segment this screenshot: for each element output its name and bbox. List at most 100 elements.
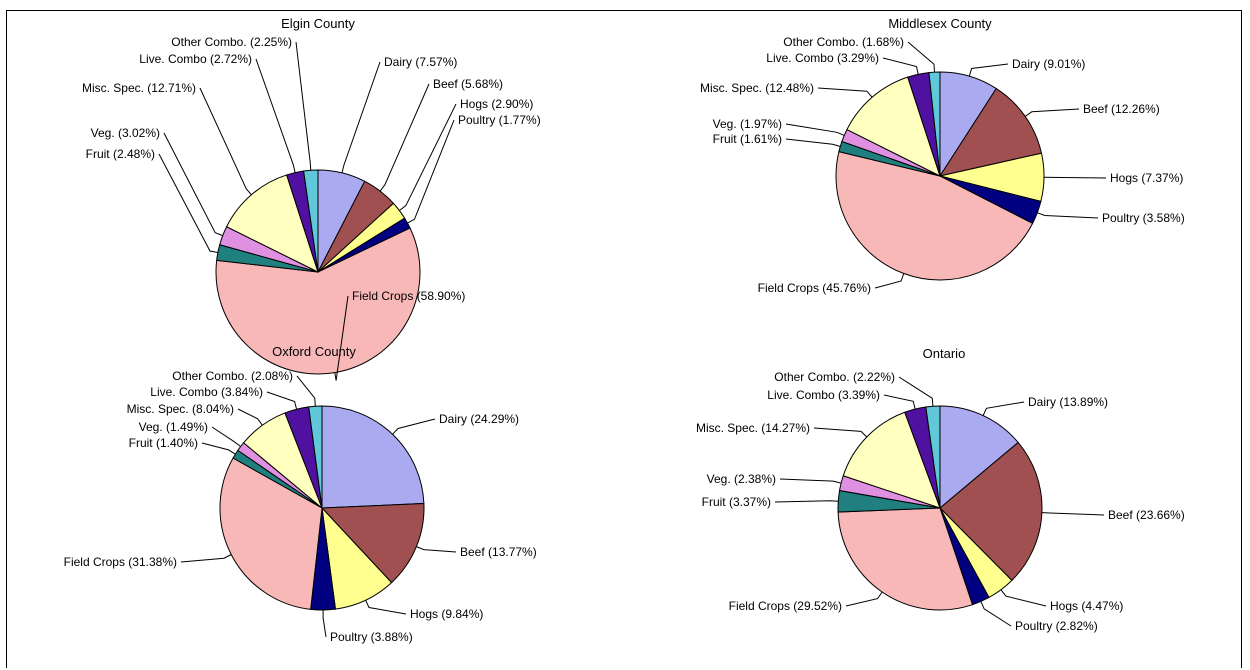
- oxford-county-slice-beef: [320, 502, 425, 584]
- ontario-pie: Ontario Dairy (13.89%) Beef (23.66%) Hogs (…: [696, 346, 1185, 633]
- ontario-leader-beef: [1041, 512, 1105, 516]
- middlesex-county-leader-fruit: [785, 138, 841, 147]
- middlesex-county-label-dairy: Dairy (9.01%): [1012, 57, 1085, 71]
- oxford-county-label-misc-spec: Misc. Spec. (8.04%): [127, 402, 234, 416]
- ontario-label-other-combo: Other Combo. (2.22%): [774, 370, 895, 384]
- ontario-slice-other-combo: [925, 405, 941, 509]
- oxford-county-slice-dairy: [321, 405, 425, 509]
- oxford-county-leader-field-crops: [180, 554, 232, 563]
- oxford-county-label-beef: Beef (13.77%): [460, 545, 537, 559]
- elgin-county-leader-live-combo: [255, 58, 296, 173]
- middlesex-county-label-beef: Beef (12.26%): [1083, 102, 1160, 116]
- elgin-county-leader-beef: [379, 83, 430, 192]
- elgin-county-leader-poultry: [407, 119, 455, 224]
- ontario-label-poultry: Poultry (2.82%): [1015, 619, 1098, 633]
- elgin-county-leader-field-crops: [334, 295, 349, 381]
- ontario-leader-misc-spec: [813, 427, 868, 438]
- middlesex-county-leader-hogs: [1043, 176, 1107, 179]
- elgin-county-label-poultry: Poultry (1.77%): [458, 113, 541, 127]
- oxford-county-label-fruit: Fruit (1.40%): [129, 436, 198, 450]
- oxford-county-title: Oxford County: [272, 344, 356, 359]
- middlesex-county-label-veg: Veg. (1.97%): [713, 117, 782, 131]
- oxford-county-leader-dairy: [392, 418, 436, 435]
- middlesex-county-leader-misc-spec: [817, 87, 873, 98]
- oxford-county-leader-beef: [416, 546, 457, 553]
- elgin-county-leader-other-combo: [295, 41, 312, 171]
- middlesex-county-leader-poultry: [1037, 212, 1099, 219]
- oxford-county-label-veg: Veg. (1.49%): [139, 420, 208, 434]
- elgin-county-label-hogs: Hogs (2.90%): [460, 97, 533, 111]
- ontario-label-live-combo: Live. Combo (3.39%): [767, 388, 880, 402]
- middlesex-county-slice-misc-spec: [846, 76, 941, 177]
- oxford-county-leader-fruit: [201, 442, 236, 455]
- ontario-leader-fruit: [774, 500, 839, 503]
- middlesex-county-label-misc-spec: Misc. Spec. (12.48%): [700, 81, 814, 95]
- elgin-county-label-other-combo: Other Combo. (2.25%): [171, 35, 292, 49]
- ontario-slice-dairy: [939, 405, 1019, 510]
- ontario-label-beef: Beef (23.66%): [1108, 508, 1185, 522]
- figure-frame: [6, 10, 1242, 668]
- middlesex-county-title: Middlesex County: [888, 16, 992, 31]
- elgin-county-label-veg: Veg. (3.02%): [91, 126, 160, 140]
- oxford-county-slice-other-combo: [308, 405, 323, 509]
- ontario-slice-beef: [939, 441, 1043, 582]
- ontario-slice-field-crops: [837, 507, 974, 611]
- middlesex-county-label-field-crops: Field Crops (45.76%): [758, 281, 871, 295]
- oxford-county-leader-hogs: [365, 599, 407, 615]
- elgin-county-label-field-crops: Field Crops (58.90%): [352, 289, 465, 303]
- ontario-label-misc-spec: Misc. Spec. (14.27%): [696, 421, 810, 435]
- oxford-county-pie: Oxford County Dairy (24.29%) Beef (13.77%)…: [64, 344, 537, 644]
- oxford-county-leader-veg: [211, 426, 241, 447]
- oxford-county-leader-live-combo: [266, 391, 298, 410]
- ontario-leader-other-combo: [898, 376, 934, 407]
- ontario-leader-poultry: [980, 601, 1012, 627]
- oxford-county-label-hogs: Hogs (9.84%): [410, 607, 483, 621]
- elgin-county-label-live-combo: Live. Combo (2.72%): [139, 52, 252, 66]
- middlesex-county-label-fruit: Fruit (1.61%): [713, 132, 782, 146]
- oxford-county-label-dairy: Dairy (24.29%): [439, 412, 519, 426]
- elgin-county-leader-dairy: [341, 61, 381, 174]
- oxford-county-slice-field-crops: [219, 457, 323, 610]
- elgin-county-pie: Elgin County Dairy (7.57%) Beef (5.68%) Hog…: [82, 16, 541, 381]
- ontario-label-fruit: Fruit (3.37%): [702, 495, 771, 509]
- oxford-county-leader-poultry: [322, 610, 327, 638]
- oxford-county-leader-other-combo: [296, 375, 316, 407]
- ontario-slice-misc-spec: [842, 411, 941, 509]
- ontario-leader-veg: [779, 478, 842, 484]
- middlesex-county-leader-veg: [785, 123, 845, 136]
- middlesex-county-slice-other-combo: [928, 71, 941, 177]
- elgin-county-label-beef: Beef (5.68%): [433, 77, 503, 91]
- oxford-county-label-other-combo: Other Combo. (2.08%): [172, 369, 293, 383]
- ontario-label-veg: Veg. (2.38%): [707, 472, 776, 486]
- middlesex-county-label-poultry: Poultry (3.58%): [1102, 211, 1185, 225]
- middlesex-county-leader-beef: [1024, 108, 1080, 117]
- ontario-leader-live-combo: [883, 394, 916, 410]
- elgin-county-label-misc-spec: Misc. Spec. (12.71%): [82, 81, 196, 95]
- oxford-county-label-live-combo: Live. Combo (3.84%): [150, 385, 263, 399]
- elgin-county-label-dairy: Dairy (7.57%): [384, 55, 457, 69]
- middlesex-county-label-live-combo: Live. Combo (3.29%): [766, 51, 879, 65]
- middlesex-county-label-hogs: Hogs (7.37%): [1110, 171, 1183, 185]
- middlesex-county-leader-field-crops: [874, 273, 905, 289]
- elgin-county-title: Elgin County: [281, 16, 355, 31]
- oxford-county-leader-misc-spec: [237, 408, 263, 426]
- middlesex-county-leader-dairy: [968, 63, 1009, 77]
- ontario-label-dairy: Dairy (13.89%): [1028, 395, 1108, 409]
- elgin-county-slice-field-crops: [215, 227, 421, 375]
- elgin-county-leader-fruit: [158, 153, 218, 253]
- middlesex-county-pie: Middlesex County Dairy (9.01%) Beef (12.26…: [700, 16, 1185, 295]
- elgin-county-leader-hogs: [399, 103, 457, 211]
- ontario-label-hogs: Hogs (4.47%): [1050, 599, 1123, 613]
- oxford-county-label-poultry: Poultry (3.88%): [330, 630, 413, 644]
- elgin-county-leader-misc-spec: [199, 87, 252, 196]
- ontario-label-field-crops: Field Crops (29.52%): [729, 599, 842, 613]
- middlesex-county-label-other-combo: Other Combo. (1.68%): [783, 35, 904, 49]
- ontario-leader-dairy: [982, 401, 1025, 416]
- ontario-leader-hogs: [1000, 589, 1047, 607]
- middlesex-county-leader-live-combo: [882, 57, 919, 75]
- elgin-county-leader-veg: [163, 132, 223, 237]
- middlesex-county-slice-field-crops: [835, 151, 1034, 281]
- oxford-county-label-field-crops: Field Crops (31.38%): [64, 555, 177, 569]
- ontario-title: Ontario: [923, 346, 966, 361]
